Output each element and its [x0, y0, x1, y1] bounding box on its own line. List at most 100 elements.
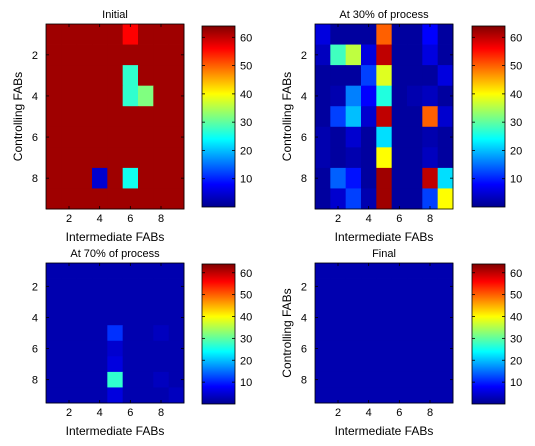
- heatmap-cell: [315, 278, 331, 295]
- heatmap-cell: [437, 85, 454, 107]
- heatmap-cell: [92, 356, 108, 373]
- heatmap-cell: [407, 387, 423, 404]
- heatmap-cell: [92, 85, 108, 107]
- x-tick-label: 8: [427, 407, 433, 419]
- heatmap-cell: [153, 188, 170, 210]
- x-tick-label: 8: [427, 213, 433, 225]
- colorbar-tick-label: 30: [240, 333, 252, 345]
- colorbar-tick-label: 50: [510, 290, 522, 302]
- heatmap-cell: [361, 309, 377, 326]
- heatmap-cell: [437, 356, 454, 373]
- heatmap-cell: [376, 278, 393, 295]
- colorbar-tick-label: 40: [240, 312, 252, 324]
- heatmap-cell: [330, 106, 347, 128]
- heatmap-cell: [407, 278, 423, 295]
- heatmap-cell: [46, 387, 62, 404]
- x-tick-label: 8: [158, 407, 164, 419]
- colorbar-tick-label: 10: [240, 377, 252, 389]
- heatmap-cell: [46, 65, 62, 87]
- heatmap-cell: [391, 24, 408, 45]
- heatmap-cell: [391, 126, 408, 148]
- heatmap-cell: [92, 44, 108, 66]
- heatmap-panel: 2 4 6 8 2 4 6 8 At 30% of process Intermediate FA…: [280, 9, 522, 244]
- heatmap-cell: [422, 340, 439, 357]
- heatmap-cell: [168, 167, 185, 189]
- heatmap-cell: [107, 85, 124, 107]
- heatmap-cell: [376, 356, 393, 373]
- heatmap-cell: [46, 263, 62, 279]
- heatmap-cell: [92, 24, 108, 45]
- heatmap-cell: [138, 24, 154, 45]
- axes-frame: [314, 23, 454, 210]
- heatmap-cell: [46, 85, 62, 107]
- heatmap-cell: [138, 371, 154, 388]
- heatmap-cell: [107, 106, 124, 128]
- heatmap-cell: [391, 65, 408, 87]
- heatmap-cell: [407, 106, 423, 128]
- heatmap-cell: [168, 325, 185, 342]
- colorbar-tick-label: 60: [510, 268, 522, 280]
- heatmap-cell: [107, 371, 124, 388]
- heatmap-cell: [92, 263, 108, 279]
- heatmap-cell: [107, 24, 124, 45]
- heatmap-cell: [437, 188, 454, 210]
- heatmap-cell: [107, 188, 124, 210]
- heatmap-cell: [422, 85, 439, 107]
- y-axis-label: Controlling FABs: [280, 72, 294, 161]
- heatmap-cell: [138, 44, 154, 66]
- heatmap-cell: [153, 263, 170, 279]
- heatmap-cell: [345, 371, 362, 388]
- heatmap-cell: [345, 263, 362, 279]
- heatmap-cell: [153, 106, 170, 128]
- heatmap-cell: [422, 147, 439, 169]
- heatmap-cell: [122, 85, 139, 107]
- heatmap-cell: [61, 325, 78, 342]
- heatmap-cell: [361, 294, 377, 311]
- heatmap-cell: [138, 126, 154, 148]
- heatmap-cell: [92, 106, 108, 128]
- heatmap-cell: [422, 387, 439, 404]
- heatmap-cell: [168, 126, 185, 148]
- heatmap-cell: [61, 188, 78, 210]
- heatmap-cell: [138, 65, 154, 87]
- heatmap-cell: [345, 85, 362, 107]
- heatmap-cell: [76, 188, 93, 210]
- heatmap-cell: [107, 44, 124, 66]
- heatmap-cell: [61, 147, 78, 169]
- heatmap-cell: [122, 24, 139, 45]
- y-tick-label: 4: [301, 312, 307, 324]
- heatmap-cell: [138, 147, 154, 169]
- heatmap-cell: [315, 126, 331, 148]
- heatmap-cell: [376, 85, 393, 107]
- heatmap-cell: [407, 371, 423, 388]
- heatmap-cell: [138, 325, 154, 342]
- heatmap-cell: [122, 126, 139, 148]
- heatmap-cell: [361, 278, 377, 295]
- heatmap-cell: [61, 294, 78, 311]
- heatmap-cell: [168, 106, 185, 128]
- heatmap-cell: [138, 387, 154, 404]
- heatmap-cell: [345, 65, 362, 87]
- heatmap-cell: [437, 371, 454, 388]
- colorbar-tick-label: 60: [240, 32, 252, 44]
- heatmap-cell: [391, 387, 408, 404]
- heatmap-cell: [138, 263, 154, 279]
- heatmap-cell: [168, 309, 185, 326]
- heatmap-cell: [107, 167, 124, 189]
- heatmap-cell: [92, 371, 108, 388]
- heatmap-cell: [76, 263, 93, 279]
- heatmap-cell: [407, 263, 423, 279]
- heatmap-cell: [422, 263, 439, 279]
- x-tick-label: 6: [127, 213, 133, 225]
- heatmap-cell: [437, 106, 454, 128]
- colorbar: [471, 263, 506, 405]
- x-axis-label: Intermediate FABs: [66, 424, 165, 438]
- heatmap-cell: [168, 263, 185, 279]
- heatmap-panel: 2 4 6 8 2 4 6 8 Final Intermediate FABs Controllin…: [280, 248, 522, 438]
- heatmap-cell: [422, 356, 439, 373]
- heatmap-cell: [361, 188, 377, 210]
- heatmap-cell: [76, 294, 93, 311]
- colorbar-tick-label: 10: [240, 174, 252, 186]
- colorbar-tick-label: 20: [510, 355, 522, 367]
